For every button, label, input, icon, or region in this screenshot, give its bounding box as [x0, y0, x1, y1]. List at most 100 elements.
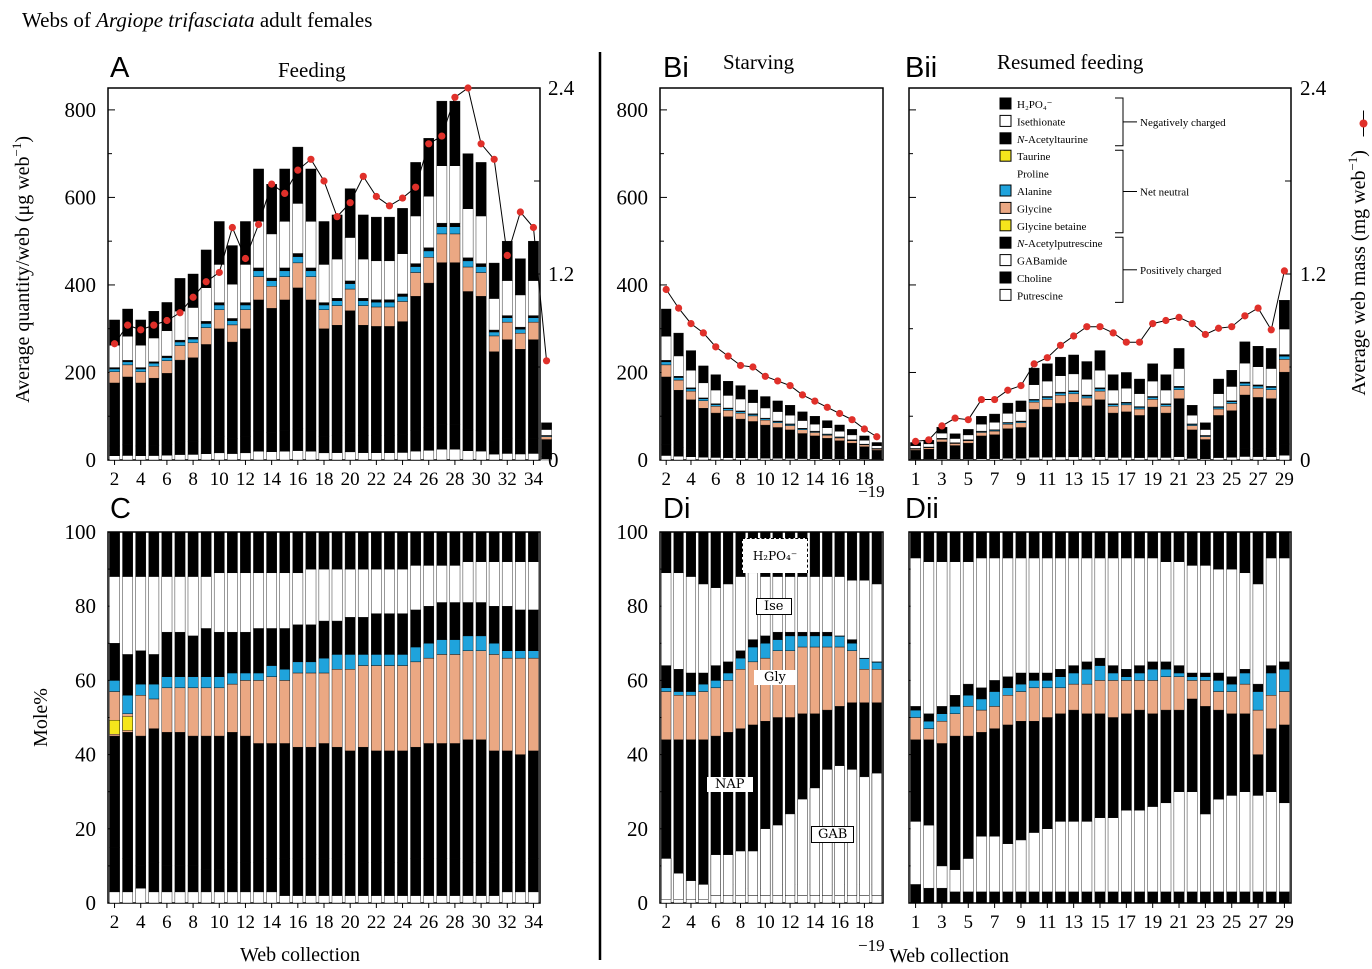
- Di-y-tick-label: 40: [627, 743, 648, 767]
- Bii-bar-segment: [1121, 411, 1132, 452]
- C-bar-segment: [371, 665, 382, 752]
- Dii-bar-segment: [1015, 672, 1027, 685]
- Di-bar-segment: [698, 899, 709, 904]
- C-bar-segment: [148, 576, 160, 655]
- Dii-bar-segment: [923, 728, 935, 740]
- Dii-bar-segment: [1028, 672, 1040, 681]
- A-bar-segment: [279, 221, 291, 269]
- Bii-bar-segment: [1213, 457, 1224, 461]
- Dii-bar-segment: [962, 891, 974, 904]
- Dii-bar-segment: [1055, 676, 1066, 689]
- A-bar-segment: [266, 286, 277, 309]
- Dii-bar-segment: [910, 557, 921, 707]
- Di-bar-segment: [846, 895, 858, 904]
- Di-bar-segment: [871, 531, 882, 585]
- Bii-web-mass-point: [951, 414, 959, 422]
- A-bar-segment: [344, 283, 356, 290]
- Bii-bar-segment: [1252, 448, 1264, 457]
- Dii-bar-segment: [962, 683, 974, 696]
- A-bar-segment: [253, 299, 264, 432]
- A-bar-segment: [423, 247, 435, 252]
- Di-bar-segment: [859, 657, 870, 670]
- Bi-bar-segment: [710, 406, 721, 414]
- Bii-bar-segment: [1200, 456, 1211, 460]
- C-bar-segment: [515, 861, 526, 893]
- A-bar-segment: [410, 215, 421, 264]
- Bii-bar-segment: [1068, 373, 1079, 391]
- C-x-tick-label: 10: [210, 912, 229, 933]
- A-bar-segment: [318, 435, 330, 454]
- A-bar-segment: [371, 306, 382, 327]
- Di-bar-segment: [871, 583, 882, 663]
- Di-bar-segment: [698, 583, 709, 674]
- Bii-x-tick-label: 3: [937, 469, 947, 490]
- Bii-x-tick-label: 17: [1117, 469, 1136, 490]
- A-bar-segment: [135, 455, 147, 461]
- C-bar-segment: [148, 698, 160, 729]
- C-bar-segment: [515, 650, 526, 659]
- C-bar-segment: [357, 531, 369, 570]
- panel-letter-a: A: [110, 52, 130, 84]
- C-bar-segment: [397, 568, 408, 614]
- A-bar-segment: [488, 329, 500, 333]
- Bii-bar-segment: [1265, 398, 1277, 450]
- Dii-bar-segment: [1094, 817, 1106, 893]
- Bi-bar-segment: [735, 385, 746, 400]
- Bi-bar-segment: [859, 446, 870, 458]
- Dii-bar-segment: [989, 728, 1000, 837]
- Bii-bar-segment: [1160, 406, 1172, 414]
- Bii-bar-segment: [1015, 458, 1027, 461]
- A-bar-segment: [240, 328, 251, 437]
- Dii-bar-segment: [1015, 839, 1027, 893]
- C-bar-segment: [187, 676, 199, 689]
- Bii-bar-segment: [1055, 375, 1066, 393]
- Bii-bar-segment: [1107, 389, 1119, 404]
- Dii-bar-segment: [1265, 557, 1277, 666]
- Dii-bar-segment: [1134, 680, 1145, 711]
- Bii-bar-segment: [1200, 439, 1211, 457]
- A-bar-segment: [331, 325, 343, 436]
- A-bar-segment: [488, 262, 500, 299]
- Dii-bar-segment: [1265, 791, 1277, 893]
- A-bar-segment: [384, 216, 395, 262]
- Dii-bar-segment: [1213, 798, 1224, 893]
- Bii-bar-segment: [1173, 387, 1185, 390]
- Di-bar-segment: [871, 669, 882, 703]
- C-bar-segment: [305, 568, 317, 625]
- A-bar-segment: [501, 339, 513, 439]
- Bii-x-tick-label: 11: [1038, 469, 1056, 490]
- Dii-bar-segment: [949, 869, 961, 893]
- Dii-bar-segment: [923, 739, 935, 826]
- legend-swatch: [999, 219, 1012, 232]
- Dii-bar-segment: [1252, 683, 1264, 692]
- Dii-bar-segment: [1134, 672, 1145, 681]
- Dii-bar-segment: [1081, 821, 1093, 893]
- Bii-bar-segment: [949, 457, 961, 460]
- Di-bar-segment: [871, 661, 882, 670]
- A-bar-segment: [462, 450, 474, 461]
- Di-bar-segment: [661, 858, 672, 900]
- Bi-x-tick-label: 12: [781, 469, 800, 490]
- Di-bar-segment: [859, 669, 870, 703]
- Bii-bar-segment: [1213, 393, 1224, 407]
- Di-bar-segment: [797, 646, 808, 714]
- A-bar-segment: [462, 153, 474, 209]
- C-x-tick-label: 14: [262, 912, 282, 933]
- A-bar-segment: [253, 267, 264, 272]
- A-bar-segment: [436, 226, 448, 235]
- C-bar-segment: [371, 895, 382, 904]
- C-bar-segment: [305, 531, 317, 570]
- Bii-bar-segment: [1252, 456, 1264, 461]
- A-bar-segment: [357, 258, 369, 299]
- C-bar-segment: [253, 861, 264, 893]
- C-bar-segment: [357, 568, 369, 618]
- A-bar-segment: [475, 296, 487, 431]
- Di-bar-segment: [710, 687, 721, 737]
- C-bar-segment: [475, 561, 487, 603]
- C-bar-segment: [449, 531, 461, 566]
- C-bar-segment: [266, 665, 277, 677]
- Dii-bar-segment: [1094, 680, 1106, 714]
- legend-swatch: [999, 184, 1012, 197]
- C-bar-segment-taurine: [109, 719, 120, 735]
- A-web-mass-point: [398, 194, 407, 202]
